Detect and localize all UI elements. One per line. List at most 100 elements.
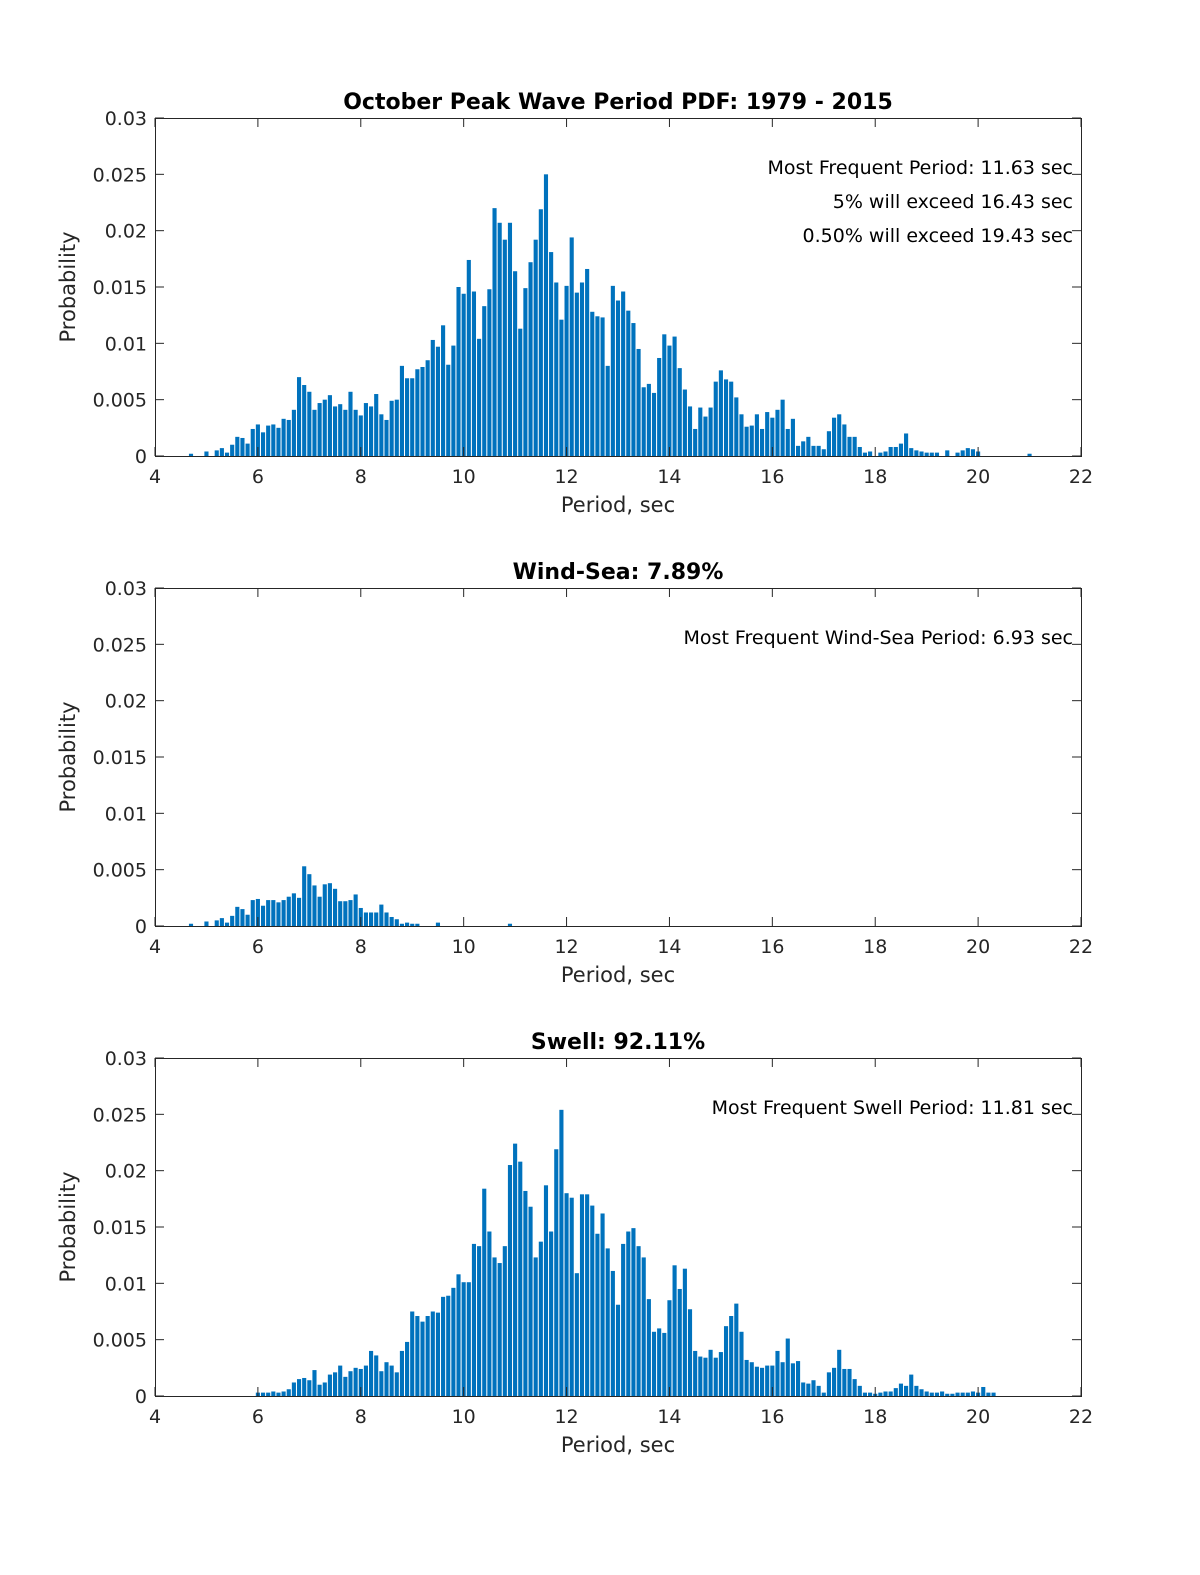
bar — [389, 1365, 394, 1396]
bar — [245, 914, 250, 926]
bar — [626, 310, 631, 456]
bar — [502, 1246, 507, 1396]
y-tick-label: 0 — [135, 446, 147, 468]
bar — [564, 285, 569, 456]
bar — [451, 1287, 456, 1396]
bar — [374, 1355, 379, 1396]
bar — [358, 415, 363, 456]
bar — [888, 446, 893, 456]
bar — [590, 311, 595, 456]
bar — [312, 1370, 317, 1396]
bar — [806, 1383, 811, 1396]
bar — [842, 1368, 847, 1396]
bar — [415, 923, 420, 926]
bar — [219, 448, 224, 456]
y-tick-label: 0.03 — [105, 108, 147, 130]
bar — [857, 1385, 862, 1396]
y-tick-label: 0.005 — [93, 390, 147, 412]
bar — [662, 1332, 667, 1396]
bar — [960, 1392, 965, 1396]
bar — [651, 392, 657, 456]
chart-title: October Peak Wave Period PDF: 1979 - 201… — [343, 90, 893, 115]
bar — [585, 1194, 590, 1396]
bar — [405, 1341, 410, 1396]
bar — [523, 288, 528, 456]
bar — [718, 1352, 723, 1396]
bar — [379, 1371, 384, 1396]
bar — [451, 345, 456, 456]
bar — [338, 901, 343, 926]
bar — [677, 1288, 682, 1396]
bar — [343, 1376, 348, 1396]
x-tick-label: 8 — [355, 466, 367, 488]
bar — [744, 426, 749, 456]
bars — [188, 866, 513, 926]
x-tick-label: 16 — [760, 936, 784, 958]
bar — [482, 1188, 487, 1396]
y-tick-label: 0.015 — [93, 277, 147, 299]
x-tick-label: 6 — [252, 466, 264, 488]
bar — [708, 407, 713, 456]
bar — [919, 1389, 924, 1396]
bar — [924, 452, 929, 456]
bar — [621, 1243, 626, 1396]
bar — [410, 1311, 415, 1396]
bar — [379, 904, 384, 926]
bar — [425, 1316, 430, 1396]
bar — [646, 1299, 651, 1396]
x-tick-label: 16 — [760, 1406, 784, 1428]
x-tick-label: 14 — [657, 936, 681, 958]
annotation: 5% will exceed 16.43 sec — [833, 191, 1073, 213]
y-tick-label: 0.02 — [105, 1161, 147, 1183]
bar — [585, 268, 590, 456]
bar — [672, 1265, 677, 1396]
y-tick-label: 0.02 — [105, 221, 147, 243]
bar — [235, 436, 240, 456]
bar — [389, 400, 394, 456]
bar — [291, 1382, 296, 1396]
bar — [549, 252, 554, 456]
bars — [188, 174, 1032, 456]
bar — [307, 874, 312, 926]
x-tick-label: 20 — [966, 466, 990, 488]
bar — [513, 271, 518, 456]
bar — [914, 450, 919, 456]
bar — [929, 452, 934, 456]
y-tick-label: 0.025 — [93, 164, 147, 186]
bar — [260, 1392, 266, 1396]
bar — [482, 306, 487, 456]
bar — [353, 894, 358, 926]
bar — [775, 1350, 780, 1396]
bar — [749, 425, 754, 456]
bar — [909, 448, 914, 456]
bar — [847, 1368, 852, 1396]
bar — [775, 409, 780, 456]
bar — [425, 360, 430, 456]
x-tick-label: 22 — [1069, 936, 1093, 958]
bar — [739, 414, 744, 456]
bar — [322, 1382, 327, 1396]
x-tick-label: 18 — [863, 466, 887, 488]
bar — [358, 907, 363, 926]
bar — [610, 285, 615, 456]
bar — [312, 409, 317, 456]
bar — [497, 222, 502, 456]
bar — [369, 912, 374, 926]
bar — [883, 1391, 888, 1396]
bar — [574, 292, 579, 456]
bar — [384, 1362, 389, 1396]
bar — [636, 348, 641, 456]
x-tick-label: 12 — [554, 936, 578, 958]
y-tick-label: 0.025 — [93, 634, 147, 656]
bar — [281, 900, 286, 926]
bar — [806, 436, 811, 456]
bar — [821, 1392, 826, 1396]
bar — [435, 1312, 441, 1396]
x-tick-label: 10 — [452, 466, 476, 488]
bar — [564, 1193, 569, 1396]
x-tick-label: 4 — [149, 1406, 161, 1428]
bar — [646, 383, 651, 456]
bar — [878, 1392, 883, 1396]
bar — [497, 1263, 502, 1396]
bar — [904, 1385, 909, 1396]
